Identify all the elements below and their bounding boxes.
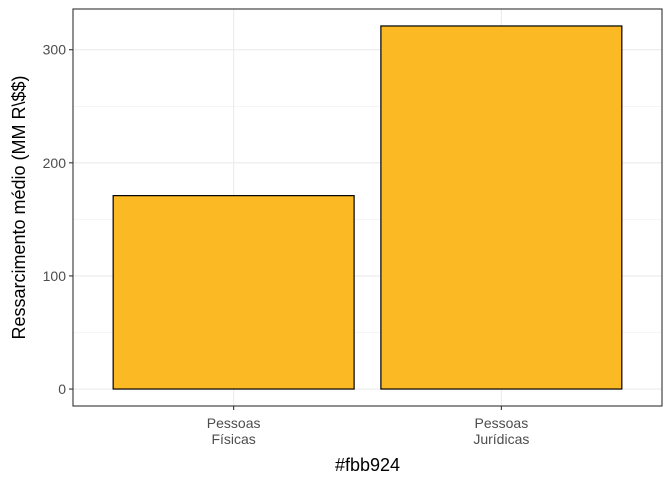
bar: [381, 26, 622, 389]
x-axis-title: #fbb924: [335, 455, 400, 475]
y-tick-label: 0: [58, 381, 66, 397]
bar: [113, 196, 354, 389]
y-tick-label: 200: [43, 155, 67, 171]
y-tick-label: 300: [43, 42, 67, 58]
x-tick-label: Pessoas Físicas: [207, 415, 261, 447]
x-tick-label: Pessoas Jurídicas: [473, 415, 529, 447]
y-axis-title: Ressarcimento médio (MM R\$$): [9, 75, 29, 339]
y-tick-label: 100: [43, 268, 67, 284]
